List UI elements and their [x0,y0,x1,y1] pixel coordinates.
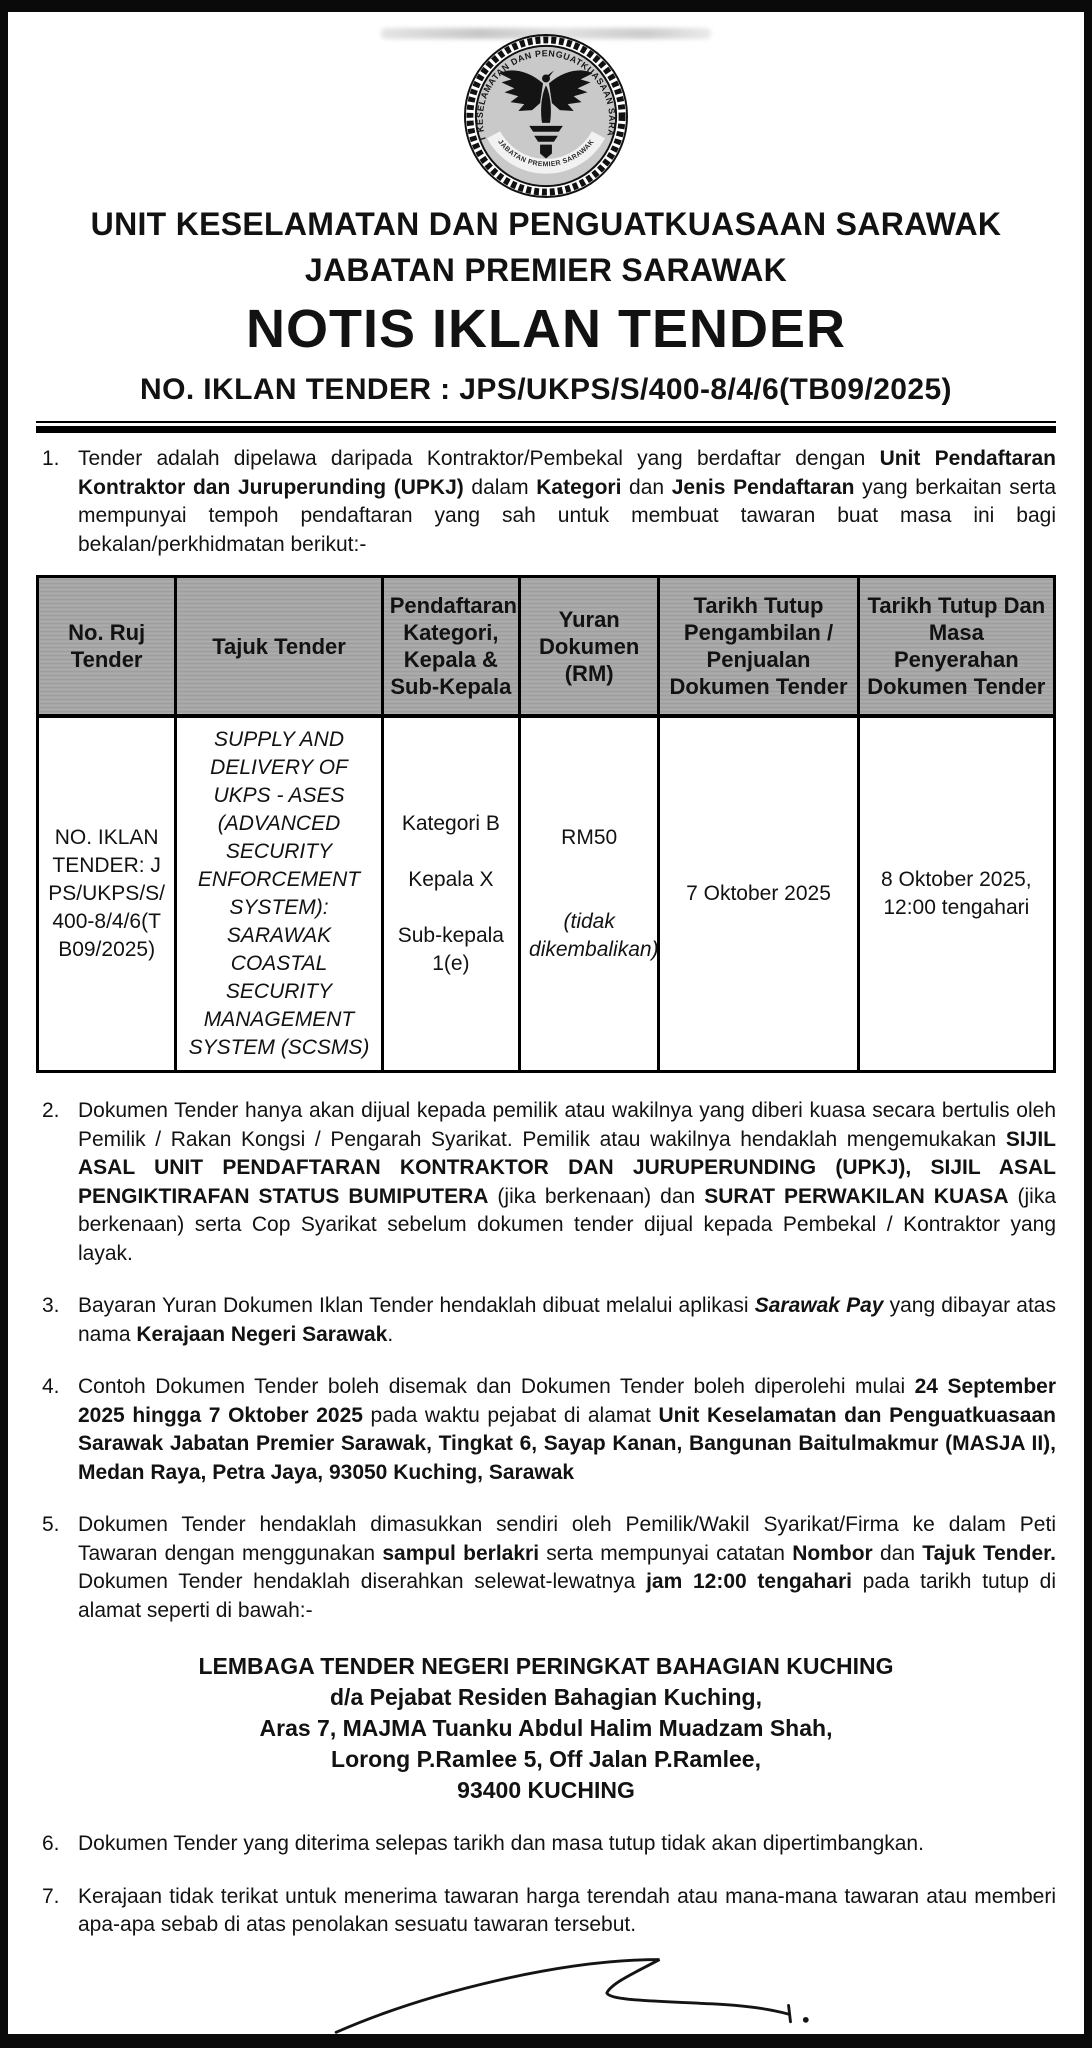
signature-block: (HAJI ABDUL WAHAB BIN HAJI RAHIM ) Penga… [261,1950,901,2044]
item-text: Kerajaan tidak terikat untuk menerima ta… [78,1884,1056,1937]
item-text: Dokumen Tender hendaklah dimasukkan send… [78,1513,1056,1622]
col-header-tarikh-penyerahan: Tarikh Tutup Dan Masa Penyerahan Dokumen… [856,575,1057,718]
cell-tarikh-pengambilan: 7 Oktober 2025 [657,714,860,1073]
item-number: 7. [42,1884,60,1908]
col-header-tarikh-pengambilan: Tarikh Tutup Pengambilan / Penjualan Dok… [657,575,860,718]
item-number: 3. [42,1294,60,1317]
address-line: d/a Pejabat Residen Bahagian Kuching, [330,1684,762,1710]
list-item-5: 5. Dokumen Tender hendaklah dimasukkan s… [36,1511,1056,1625]
cell-no-ruj: NO. IKLAN TENDER: JPS/UKPS/S/400-8/4/6(T… [35,714,178,1073]
kategori-line: Kategori B [401,812,500,835]
item-text: Tender adalah dipelawa daripada Kontrakt… [78,447,1056,556]
tender-number-line: NO. IKLAN TENDER : JPS/UKPS/S/400-8/4/6(… [140,373,952,406]
col-header-tajuk: Tajuk Tender [174,575,384,718]
list-item-3: 3. Bayaran Yuran Dokumen Iklan Tender he… [36,1292,1056,1349]
handwritten-signature [334,1957,809,2034]
scan-smudge-artifact [381,28,711,39]
item-text: Dokumen Tender yang diterima selepas tar… [78,1832,924,1855]
cell-tajuk-tender: SUPPLY AND DELIVERY OF UKPS - ASES (ADVA… [174,714,384,1073]
tender-table: No. Ruj Tender Tajuk Tender Pendaftaran … [35,575,1057,1073]
tender-table-data-row: NO. IKLAN TENDER: JPS/UKPS/S/400-8/4/6(T… [35,714,1057,1073]
list-item-1: 1. Tender adalah dipelawa daripada Kontr… [36,445,1056,559]
document-title: NOTIS IKLAN TENDER [245,299,846,359]
department-seal: UNIT KESELAMATAN DAN PENGUATKUASAAN SARA… [462,32,629,199]
item-number: 4. [42,1375,60,1398]
yuran-amount: RM50 [561,826,618,849]
address-line: Lorong P.Ramlee 5, Off Jalan P.Ramlee, [331,1746,761,1772]
address-line: 93400 KUCHING [457,1777,635,1803]
list-item-2: 2. Dokumen Tender hanya akan dijual kepa… [36,1097,1056,1268]
address-line: Aras 7, MAJMA Tuanku Abdul Halim Muadzam… [259,1715,833,1741]
cell-yuran: RM50 (tidak dikembalikan) [518,714,661,1073]
hornbill-emblem-icon [499,70,593,159]
list-item-7: 7. Kerajaan tidak terikat untuk menerima… [36,1883,1056,1940]
list-item-4: 4. Contoh Dokumen Tender boleh disemak d… [36,1373,1056,1487]
tender-table-header-row: No. Ruj Tender Tajuk Tender Pendaftaran … [35,575,1057,718]
address-line: LEMBAGA TENDER NEGERI PERINGKAT BAHAGIAN… [198,1653,894,1679]
col-header-pendaftaran: Pendaftaran Kategori, Kepala & Sub-Kepal… [380,575,522,718]
item-text: Dokumen Tender hanya akan dijual kepada … [78,1099,1056,1265]
header-divider-rule [36,421,1056,433]
list-item-6: 6. Dokumen Tender yang diterima selepas … [36,1830,1056,1859]
org-name-line-1: UNIT KESELAMATAN DAN PENGUATKUASAAN SARA… [90,206,1002,242]
item-number: 5. [42,1513,60,1536]
cell-pendaftaran: Kategori B Kepala X Sub-kepala 1(e) [380,714,522,1073]
org-name-line-2: JABATAN PREMIER SARAWAK [304,252,788,288]
cell-tarikh-penyerahan: 8 Oktober 2025, 12:00 tengahari [856,714,1057,1073]
item-text: Contoh Dokumen Tender boleh disemak dan … [78,1375,1056,1484]
submission-address-block: LEMBAGA TENDER NEGERI PERINGKAT BAHAGIAN… [36,1651,1056,1806]
signature-dotted-line [346,2038,816,2044]
yuran-note: (tidak dikembalikan) [529,910,659,961]
col-header-yuran: Yuran Dokumen (RM) [518,575,661,718]
penyerahan-time: 12:00 tengahari [883,896,1030,919]
col-header-no-ruj: No. Ruj Tender [35,575,178,718]
item-text: Bayaran Yuran Dokumen Iklan Tender henda… [78,1294,1056,1346]
sub-kepala-line: Sub-kepala 1(e) [397,924,504,975]
kepala-line: Kepala X [408,868,494,891]
item-number: 6. [42,1832,60,1855]
penyerahan-date: 8 Oktober 2025, [881,868,1032,891]
item-number: 1. [42,447,60,470]
item-number: 2. [42,1099,60,1122]
